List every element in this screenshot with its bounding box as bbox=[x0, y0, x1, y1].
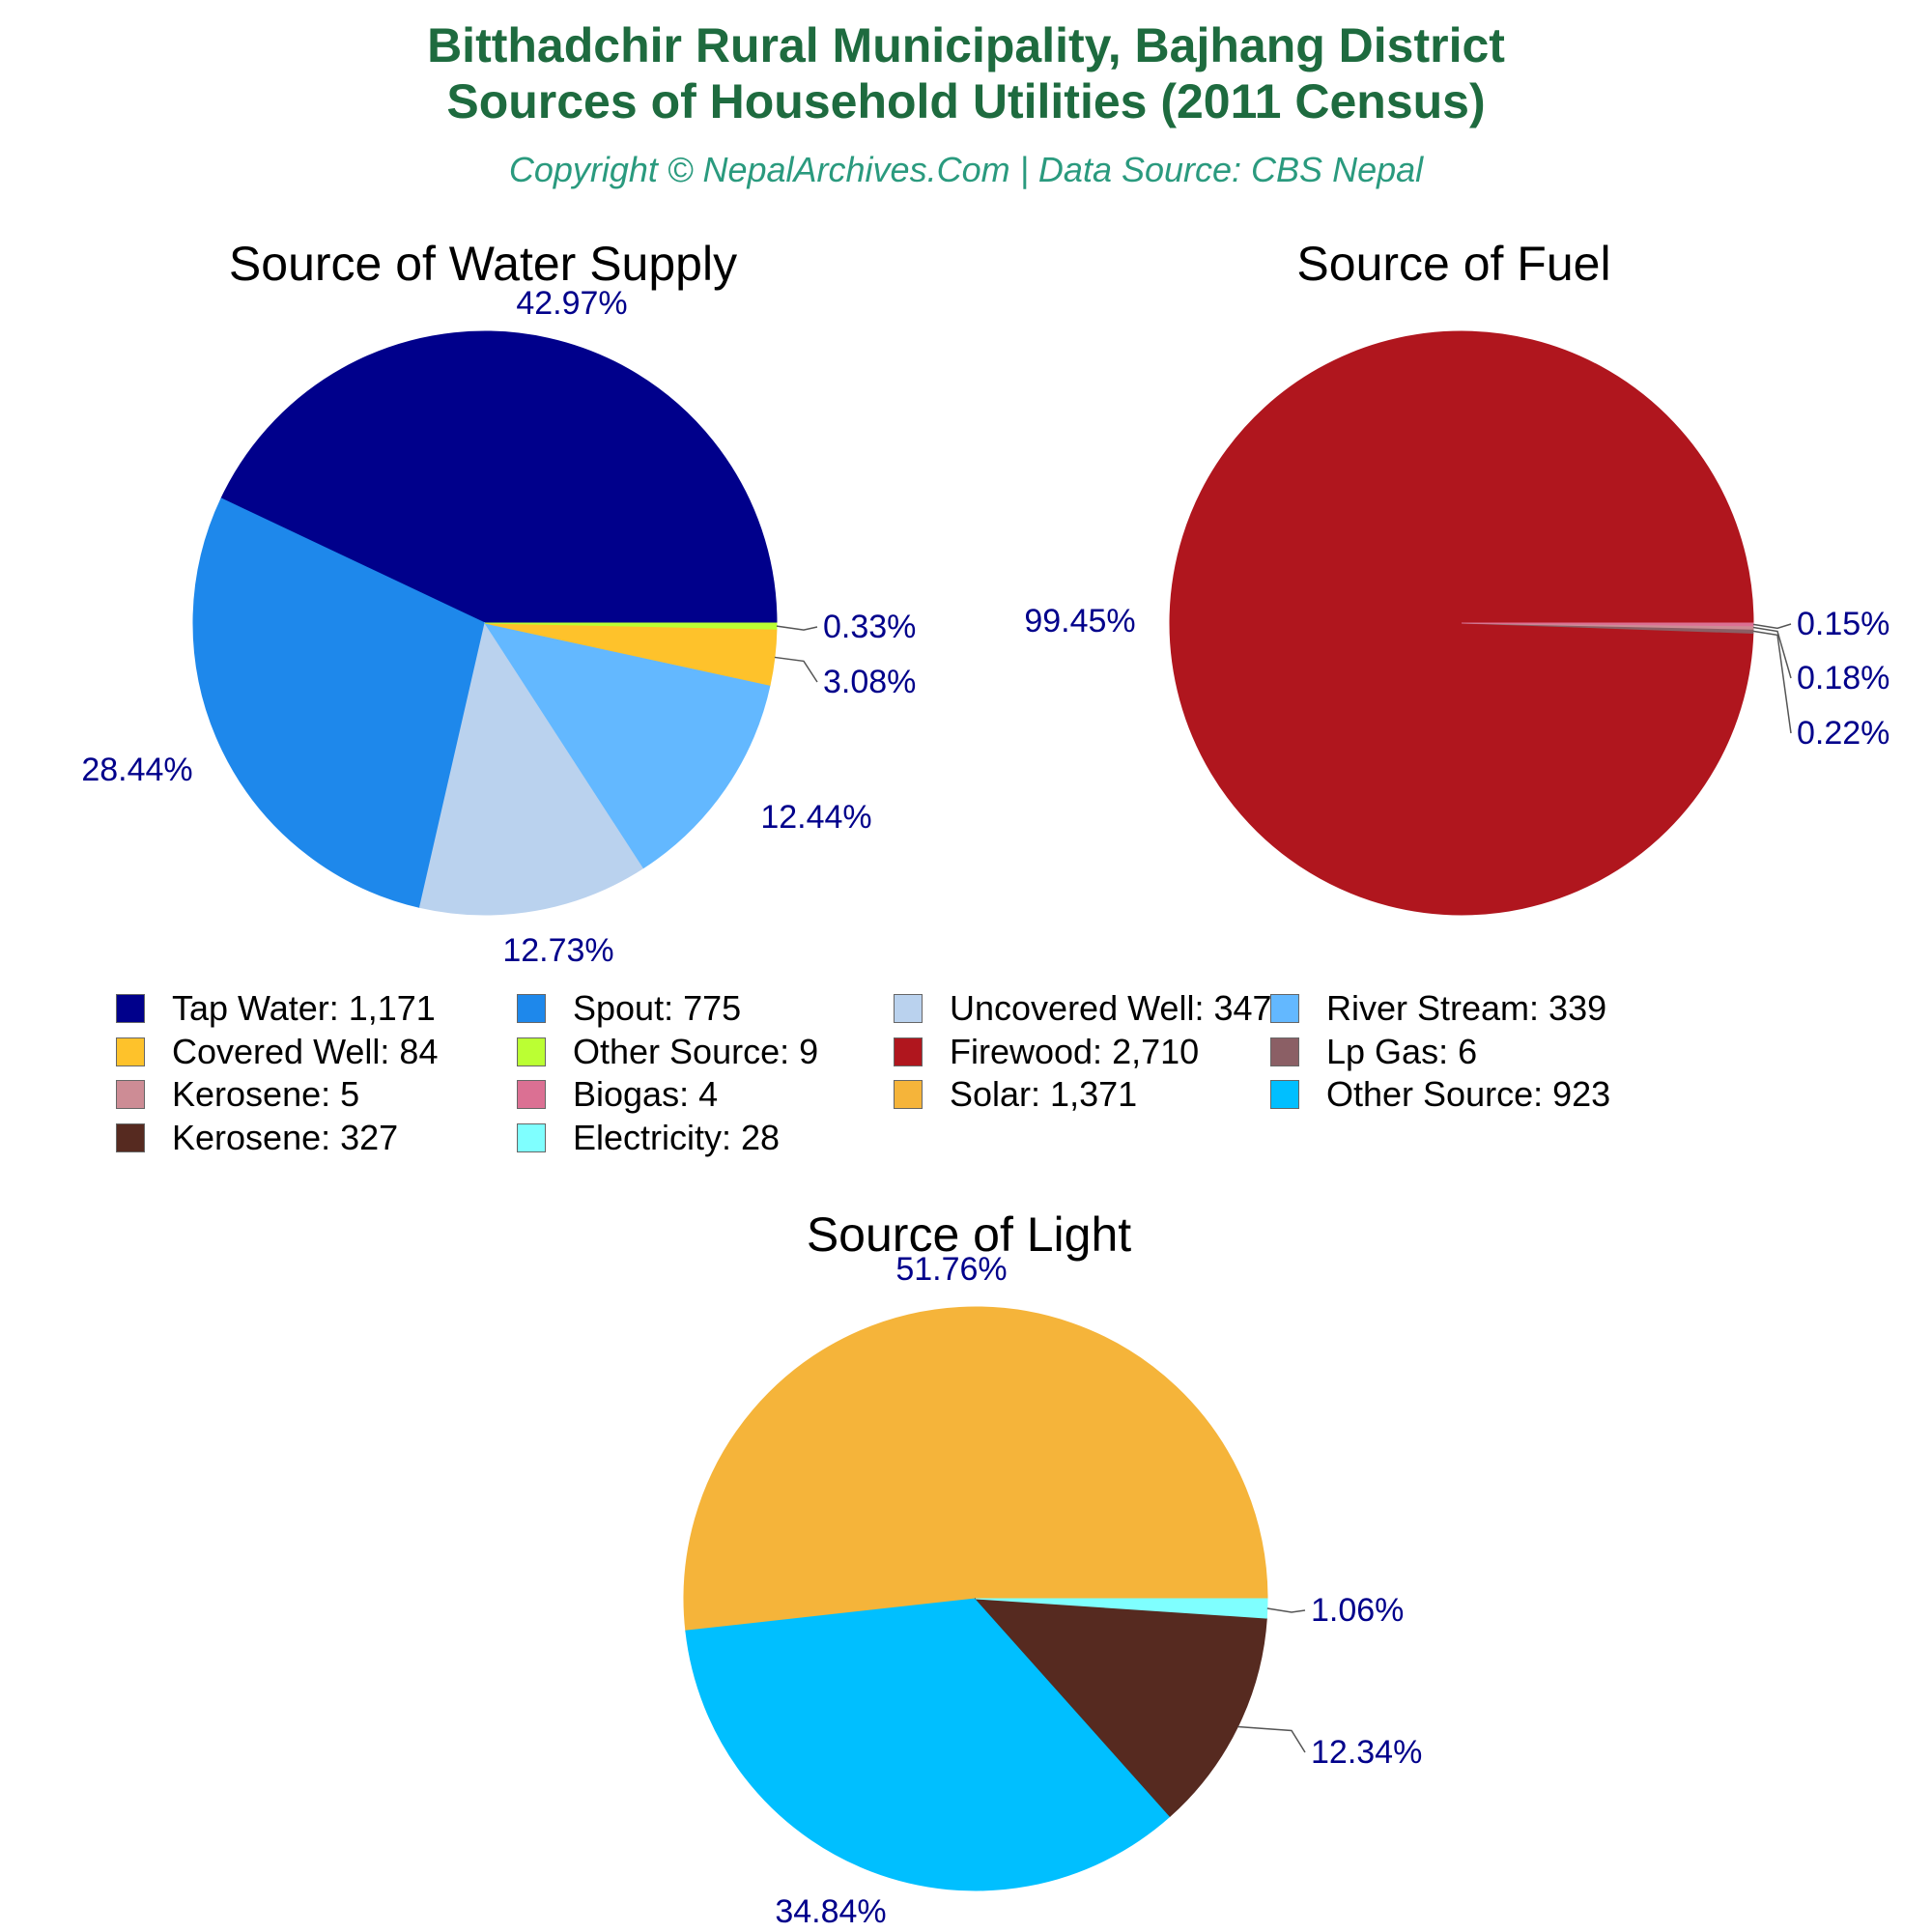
legend-item: Solar: 1,371 bbox=[894, 1073, 1137, 1116]
leader-line bbox=[1752, 630, 1792, 734]
legend-swatch bbox=[1270, 1080, 1299, 1109]
legend-item: Kerosene: 327 bbox=[116, 1117, 398, 1159]
percent-label: 0.15% bbox=[1797, 606, 1889, 642]
legend-item: Lp Gas: 6 bbox=[1270, 1031, 1477, 1073]
legend-swatch bbox=[116, 1037, 145, 1066]
leader-line bbox=[1752, 626, 1792, 679]
legend-swatch bbox=[517, 994, 546, 1023]
legend-label: Other Source: 923 bbox=[1326, 1074, 1611, 1114]
percent-label: 51.76% bbox=[895, 1251, 1007, 1288]
legend-label: Tap Water: 1,171 bbox=[172, 988, 436, 1028]
percent-label: 42.97% bbox=[516, 285, 627, 322]
legend-swatch bbox=[116, 1122, 145, 1152]
legend-item: River Stream: 339 bbox=[1270, 987, 1606, 1030]
legend-swatch bbox=[517, 1122, 546, 1152]
pie-slice-solar bbox=[683, 1306, 1268, 1632]
leader-line bbox=[1237, 1725, 1306, 1753]
legend-label: Solar: 1,371 bbox=[950, 1074, 1138, 1114]
legend-label: Firewood: 2,710 bbox=[950, 1031, 1200, 1071]
legend-label: Electricity: 28 bbox=[573, 1117, 781, 1157]
legend-item: Biogas: 4 bbox=[517, 1073, 718, 1116]
legend-label: Biogas: 4 bbox=[573, 1074, 719, 1114]
percent-label: 34.84% bbox=[775, 1893, 886, 1930]
legend-swatch bbox=[517, 1037, 546, 1066]
legend-swatch bbox=[1270, 1037, 1299, 1066]
legend-item: Kerosene: 5 bbox=[116, 1073, 359, 1116]
percent-label: 99.45% bbox=[1024, 603, 1135, 639]
percent-label: 12.73% bbox=[502, 932, 613, 969]
leader-line bbox=[776, 625, 818, 631]
pie-chart-fuel: 99.45% 0.22% 0.18% 0.15% Source of Fuel bbox=[1024, 237, 1889, 916]
percent-label: 0.33% bbox=[823, 609, 916, 645]
pie-slice-spout bbox=[192, 497, 486, 908]
pie-chart-light: 51.76% 34.84% 12.34% 1.06% Source of Light bbox=[683, 1208, 1422, 1930]
chart-title-fuel: Source of Fuel bbox=[1296, 237, 1610, 291]
legend-item: Other Source: 923 bbox=[1270, 1073, 1610, 1116]
percent-label: 0.22% bbox=[1797, 715, 1889, 752]
pie-slice-kerosene bbox=[974, 1598, 1267, 1817]
legend-swatch bbox=[894, 994, 923, 1023]
legend-swatch bbox=[1270, 994, 1299, 1023]
chart-title-light: Source of Light bbox=[807, 1208, 1131, 1262]
percent-label: 12.44% bbox=[760, 799, 871, 836]
legend-item: Tap Water: 1,171 bbox=[116, 987, 436, 1030]
main-title-line-2: Sources of Household Utilities (2011 Cen… bbox=[446, 74, 1486, 128]
chart-header: Bitthadchir Rural Municipality, Bajhang … bbox=[0, 0, 1932, 189]
legend-swatch bbox=[116, 1080, 145, 1109]
pie-slice-other-source bbox=[685, 1598, 1171, 1891]
percent-label: 0.18% bbox=[1797, 660, 1889, 696]
legend-item: Firewood: 2,710 bbox=[894, 1031, 1199, 1073]
legend-item: Spout: 775 bbox=[517, 987, 741, 1030]
legend-label: Covered Well: 84 bbox=[172, 1031, 439, 1071]
pie-slice-tap-water bbox=[220, 330, 778, 624]
legend-swatch bbox=[116, 994, 145, 1023]
pie-slice-river-stream bbox=[483, 622, 771, 869]
percent-label: 28.44% bbox=[81, 752, 192, 788]
legend-label: River Stream: 339 bbox=[1326, 988, 1607, 1028]
pie-chart-water-supply: 42.97% 28.44% 12.73% 12.44% 3.08% 0.33% Source… bbox=[81, 237, 916, 969]
legend-item: Uncovered Well: 347 bbox=[894, 987, 1272, 1030]
legend-swatch bbox=[894, 1037, 923, 1066]
legend-label: Kerosene: 5 bbox=[172, 1074, 360, 1114]
pie-slice-uncovered-well bbox=[418, 621, 644, 916]
legend-label: Spout: 775 bbox=[573, 988, 742, 1028]
chart-title-water-supply: Source of Water Supply bbox=[229, 237, 737, 291]
legend-swatch bbox=[517, 1080, 546, 1109]
leader-line bbox=[774, 656, 818, 683]
legend-swatch bbox=[894, 1080, 923, 1109]
leader-line bbox=[1752, 623, 1792, 630]
legend-label: Kerosene: 327 bbox=[172, 1117, 399, 1157]
percent-label: 1.06% bbox=[1311, 1592, 1404, 1629]
legend-label: Other Source: 9 bbox=[573, 1031, 819, 1071]
legend-label: Lp Gas: 6 bbox=[1326, 1031, 1478, 1071]
percent-label: 12.34% bbox=[1311, 1734, 1422, 1771]
legend-item: Electricity: 28 bbox=[517, 1117, 780, 1159]
copyright-subtitle: Copyright © NepalArchives.Com | Data Sou… bbox=[508, 150, 1424, 189]
legend-item: Other Source: 9 bbox=[517, 1031, 818, 1073]
leader-line bbox=[1266, 1607, 1306, 1613]
percent-label: 3.08% bbox=[823, 664, 916, 700]
legend-item: Covered Well: 84 bbox=[116, 1031, 438, 1073]
main-title-line-1: Bitthadchir Rural Municipality, Bajhang … bbox=[427, 18, 1505, 72]
pie-slice-electricity bbox=[975, 1598, 1268, 1619]
legend-label: Uncovered Well: 347 bbox=[950, 988, 1272, 1028]
